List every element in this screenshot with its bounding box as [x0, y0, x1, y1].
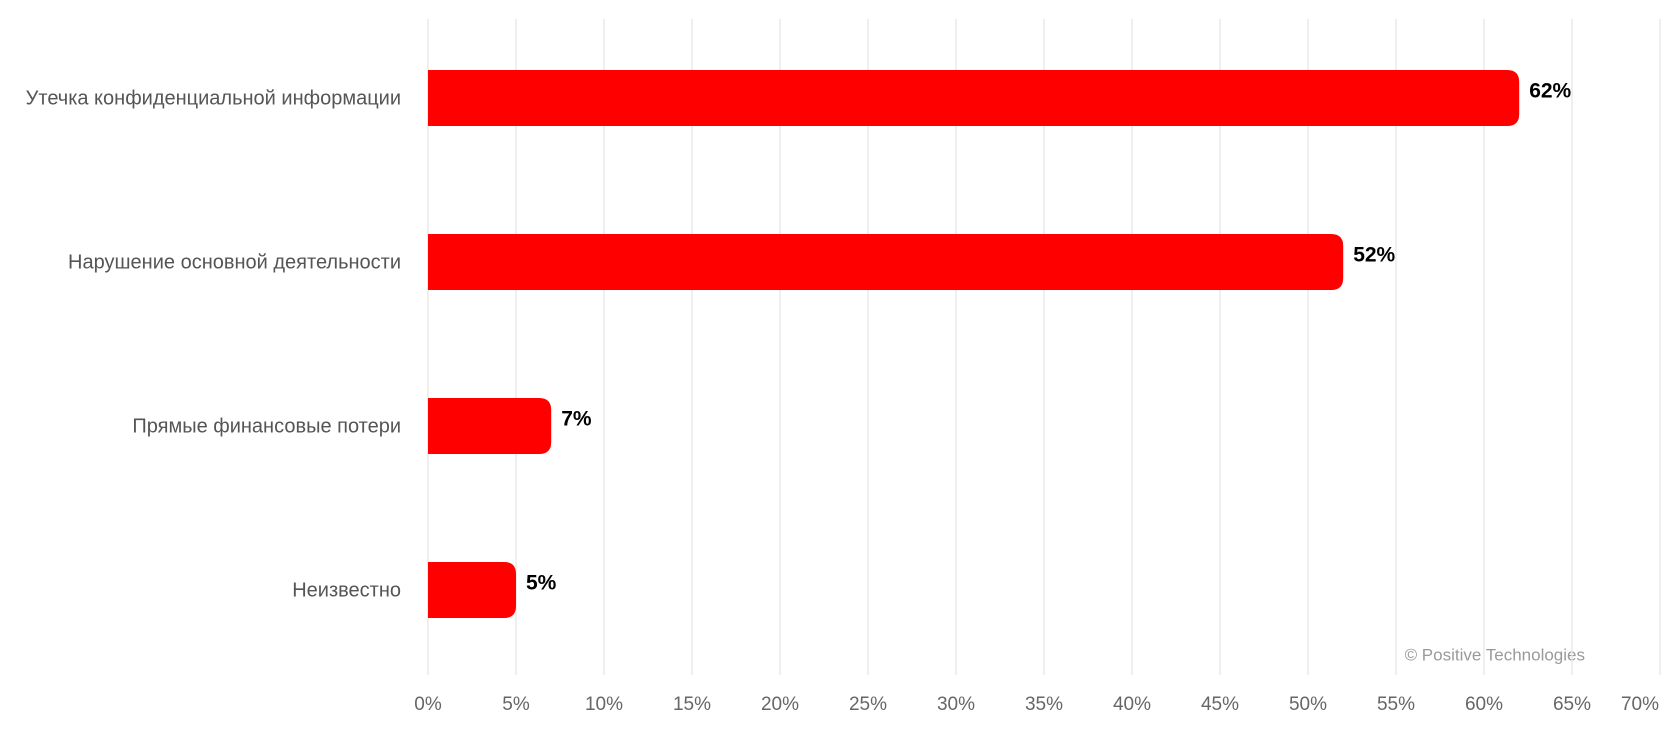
- x-tick-label: 20%: [761, 694, 799, 715]
- value-label: 5%: [526, 572, 557, 595]
- value-label: 62%: [1529, 80, 1571, 103]
- x-tick-label: 15%: [673, 694, 711, 715]
- x-tick-label: 5%: [502, 694, 530, 715]
- x-tick-label: 0%: [414, 694, 442, 715]
- x-tick-label: 50%: [1289, 694, 1327, 715]
- x-tick-label: 40%: [1113, 694, 1151, 715]
- x-tick-label: 45%: [1201, 694, 1239, 715]
- category-label: Утечка конфиденциальной информации: [26, 87, 401, 109]
- x-tick-label: 70%: [1621, 694, 1659, 715]
- category-label: Прямые финансовые потери: [132, 415, 401, 437]
- x-tick-label: 60%: [1465, 694, 1503, 715]
- value-label: 7%: [561, 408, 592, 431]
- x-tick-label: 25%: [849, 694, 887, 715]
- x-tick-label: 65%: [1553, 694, 1591, 715]
- watermark: © Positive Technologies: [1405, 645, 1585, 664]
- bar: [428, 70, 1520, 126]
- x-tick-label: 30%: [937, 694, 975, 715]
- bar: [428, 562, 516, 618]
- bar: [428, 398, 552, 454]
- x-tick-label: 10%: [585, 694, 623, 715]
- x-tick-label: 55%: [1377, 694, 1415, 715]
- bar: [428, 234, 1344, 290]
- category-label: Неизвестно: [292, 579, 401, 601]
- x-tick-label: 35%: [1025, 694, 1063, 715]
- value-label: 52%: [1353, 244, 1395, 267]
- category-label: Нарушение основной деятельности: [68, 251, 401, 273]
